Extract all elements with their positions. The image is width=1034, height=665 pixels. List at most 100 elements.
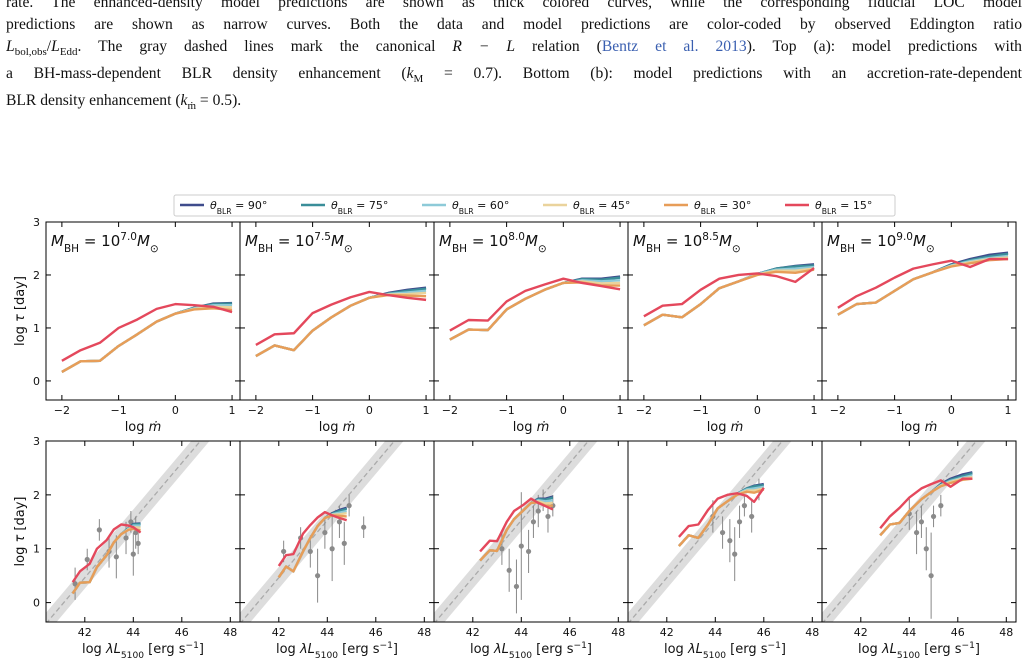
data-point xyxy=(550,503,556,509)
text-part: log xyxy=(319,420,343,435)
x-tick-label: −1 xyxy=(692,404,708,417)
text-part: λL xyxy=(881,642,897,657)
y-tick-label: 1 xyxy=(33,322,40,335)
text-part: BLR xyxy=(822,207,838,216)
x-tick-label: 46 xyxy=(757,626,771,639)
x-axis-label: log ṁ xyxy=(513,420,550,435)
model-curve xyxy=(643,267,815,318)
data-point xyxy=(130,551,136,557)
text-part: ] xyxy=(199,642,204,657)
text-part: 8.5 xyxy=(702,231,719,243)
x-tick-label: 0 xyxy=(366,404,373,417)
plot-area xyxy=(255,286,427,358)
caption-line: BLR density enhancement (kṁ = 0.5). xyxy=(6,90,1022,117)
data-point xyxy=(727,538,733,544)
x-tick-label: 42 xyxy=(660,626,674,639)
caption-text: relation ( xyxy=(515,38,602,55)
caption-text: k xyxy=(180,92,188,110)
data-point xyxy=(135,540,141,546)
x-tick-label: 46 xyxy=(563,626,577,639)
legend-label: θBLR = 60° xyxy=(452,199,509,216)
legend-label: θBLR = 75° xyxy=(331,199,388,216)
x-axis-label: log λL5100 [erg s−1] xyxy=(82,641,204,661)
caption-text: R − L xyxy=(452,38,516,55)
plot-area xyxy=(643,263,815,327)
data-point xyxy=(918,519,925,525)
y-axis-label: log τ [day] xyxy=(13,497,28,567)
x-tick-label: 42 xyxy=(78,626,92,639)
x-tick-label: 42 xyxy=(272,626,286,639)
x-tick-label: −1 xyxy=(886,404,902,417)
text-part: [erg s xyxy=(532,642,574,657)
text-part: 5100 xyxy=(121,651,144,661)
text-part: BLR xyxy=(459,207,475,216)
data-point xyxy=(329,546,335,552)
legend-label: θBLR = 30° xyxy=(694,199,751,216)
text-part: [erg s xyxy=(726,642,768,657)
x-axis-label: log ṁ xyxy=(125,420,162,435)
model-curve xyxy=(255,290,427,346)
caption-text: / xyxy=(46,38,52,55)
text-part: [erg s xyxy=(144,642,186,657)
model-curve xyxy=(277,510,348,567)
text-part: ṁ xyxy=(343,420,356,435)
panel-label: MBH = 109.0M⊙ xyxy=(827,231,935,255)
x-tick-label: 1 xyxy=(229,404,236,417)
legend-label: θBLR = 15° xyxy=(815,199,872,216)
x-tick-label: 42 xyxy=(854,626,868,639)
text-part: ṁ xyxy=(537,420,550,435)
data-point xyxy=(749,513,755,520)
caption-text: . The gray dashed lines mark the canonic… xyxy=(77,38,453,55)
y-tick-label: 1 xyxy=(33,543,40,556)
x-tick-label: −2 xyxy=(54,404,70,417)
text-part: ⊙ xyxy=(344,243,353,255)
data-point xyxy=(113,554,119,560)
text-part: log xyxy=(664,642,688,657)
data-point xyxy=(499,546,505,552)
data-point xyxy=(530,519,537,525)
text-part: ṁ xyxy=(731,420,744,435)
relation-line xyxy=(240,441,396,622)
citation-link[interactable]: Bentz et al. 2013 xyxy=(601,38,747,55)
data-point xyxy=(513,583,520,590)
caption-text: M xyxy=(413,73,424,86)
text-part: BLR xyxy=(701,207,717,216)
text-part: τ xyxy=(13,535,28,543)
text-part: τ xyxy=(13,314,28,322)
x-tick-label: 44 xyxy=(126,626,140,639)
text-part: −1 xyxy=(186,641,199,651)
x-tick-label: 48 xyxy=(417,626,431,639)
panel-label: MBH = 108.0M⊙ xyxy=(439,231,547,255)
y-tick-label: 2 xyxy=(33,489,40,502)
text-part: 9.0 xyxy=(896,231,913,243)
x-axis-label: log λL5100 [erg s−1] xyxy=(470,641,592,661)
data-point xyxy=(928,573,934,579)
text-part: log xyxy=(13,322,28,346)
caption-text: ). Top (a): model predictions with xyxy=(746,38,1022,55)
data-point xyxy=(741,503,748,509)
x-tick-label: −2 xyxy=(248,404,264,417)
text-part: BH xyxy=(258,243,273,255)
x-tick-label: 46 xyxy=(175,626,189,639)
x-tick-label: 1 xyxy=(617,404,624,417)
data-point xyxy=(123,535,129,541)
x-tick-label: 44 xyxy=(514,626,528,639)
x-tick-label: 0 xyxy=(948,404,955,417)
x-tick-label: 44 xyxy=(708,626,722,639)
text-part: ] xyxy=(393,642,398,657)
caption-text: = 0.7). Bottom (b): model predictions wi… xyxy=(423,65,1022,83)
caption-text: ṁ xyxy=(187,100,197,113)
data-point xyxy=(930,513,937,520)
y-tick-label: 3 xyxy=(33,435,40,448)
x-axis-label: log ṁ xyxy=(319,420,356,435)
text-part: M xyxy=(913,232,926,250)
text-part: θ xyxy=(331,199,338,212)
model-curve xyxy=(255,293,427,358)
x-tick-label: 1 xyxy=(423,404,430,417)
data-point xyxy=(736,519,743,525)
data-point xyxy=(128,519,134,525)
data-point xyxy=(281,548,287,555)
text-part: log xyxy=(707,420,731,435)
